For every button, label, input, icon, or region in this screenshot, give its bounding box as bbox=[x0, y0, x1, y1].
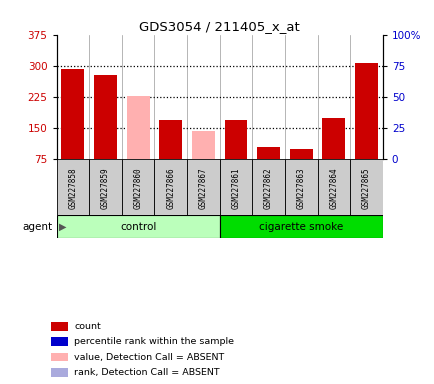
Bar bbox=[289, 149, 312, 159]
Bar bbox=[51, 338, 68, 346]
Bar bbox=[51, 368, 68, 377]
Bar bbox=[51, 322, 68, 331]
Text: cigarette smoke: cigarette smoke bbox=[259, 222, 342, 232]
Text: agent: agent bbox=[22, 222, 52, 232]
Text: GSM227859: GSM227859 bbox=[101, 167, 110, 209]
Bar bbox=[256, 147, 279, 159]
Text: GSM227860: GSM227860 bbox=[133, 167, 142, 209]
Bar bbox=[224, 120, 247, 159]
Bar bbox=[154, 159, 187, 215]
Text: GSM227865: GSM227865 bbox=[361, 167, 370, 209]
Bar bbox=[159, 120, 182, 159]
Bar bbox=[349, 159, 382, 215]
Bar bbox=[219, 159, 252, 215]
Bar bbox=[89, 159, 122, 215]
Text: control: control bbox=[120, 222, 156, 232]
Bar bbox=[94, 75, 117, 159]
Text: GSM227866: GSM227866 bbox=[166, 167, 175, 209]
Bar bbox=[61, 69, 84, 159]
Bar bbox=[354, 63, 377, 159]
Bar bbox=[317, 159, 349, 215]
Text: GSM227862: GSM227862 bbox=[263, 167, 273, 209]
Text: GSM227861: GSM227861 bbox=[231, 167, 240, 209]
Bar bbox=[284, 159, 317, 215]
Bar bbox=[252, 159, 284, 215]
Text: value, Detection Call = ABSENT: value, Detection Call = ABSENT bbox=[74, 353, 224, 362]
Bar bbox=[126, 96, 149, 159]
Text: GSM227867: GSM227867 bbox=[198, 167, 207, 209]
Bar bbox=[56, 159, 89, 215]
Text: rank, Detection Call = ABSENT: rank, Detection Call = ABSENT bbox=[74, 368, 219, 377]
Text: GSM227864: GSM227864 bbox=[329, 167, 338, 209]
Bar bbox=[56, 215, 219, 238]
Text: ▶: ▶ bbox=[59, 222, 66, 232]
Bar bbox=[322, 118, 345, 159]
Bar bbox=[122, 159, 154, 215]
Bar bbox=[191, 131, 214, 159]
Bar bbox=[187, 159, 219, 215]
Bar bbox=[51, 353, 68, 361]
Text: GSM227858: GSM227858 bbox=[68, 167, 77, 209]
Text: percentile rank within the sample: percentile rank within the sample bbox=[74, 337, 233, 346]
Title: GDS3054 / 211405_x_at: GDS3054 / 211405_x_at bbox=[139, 20, 299, 33]
Text: GSM227863: GSM227863 bbox=[296, 167, 305, 209]
Bar bbox=[219, 215, 382, 238]
Text: count: count bbox=[74, 322, 101, 331]
